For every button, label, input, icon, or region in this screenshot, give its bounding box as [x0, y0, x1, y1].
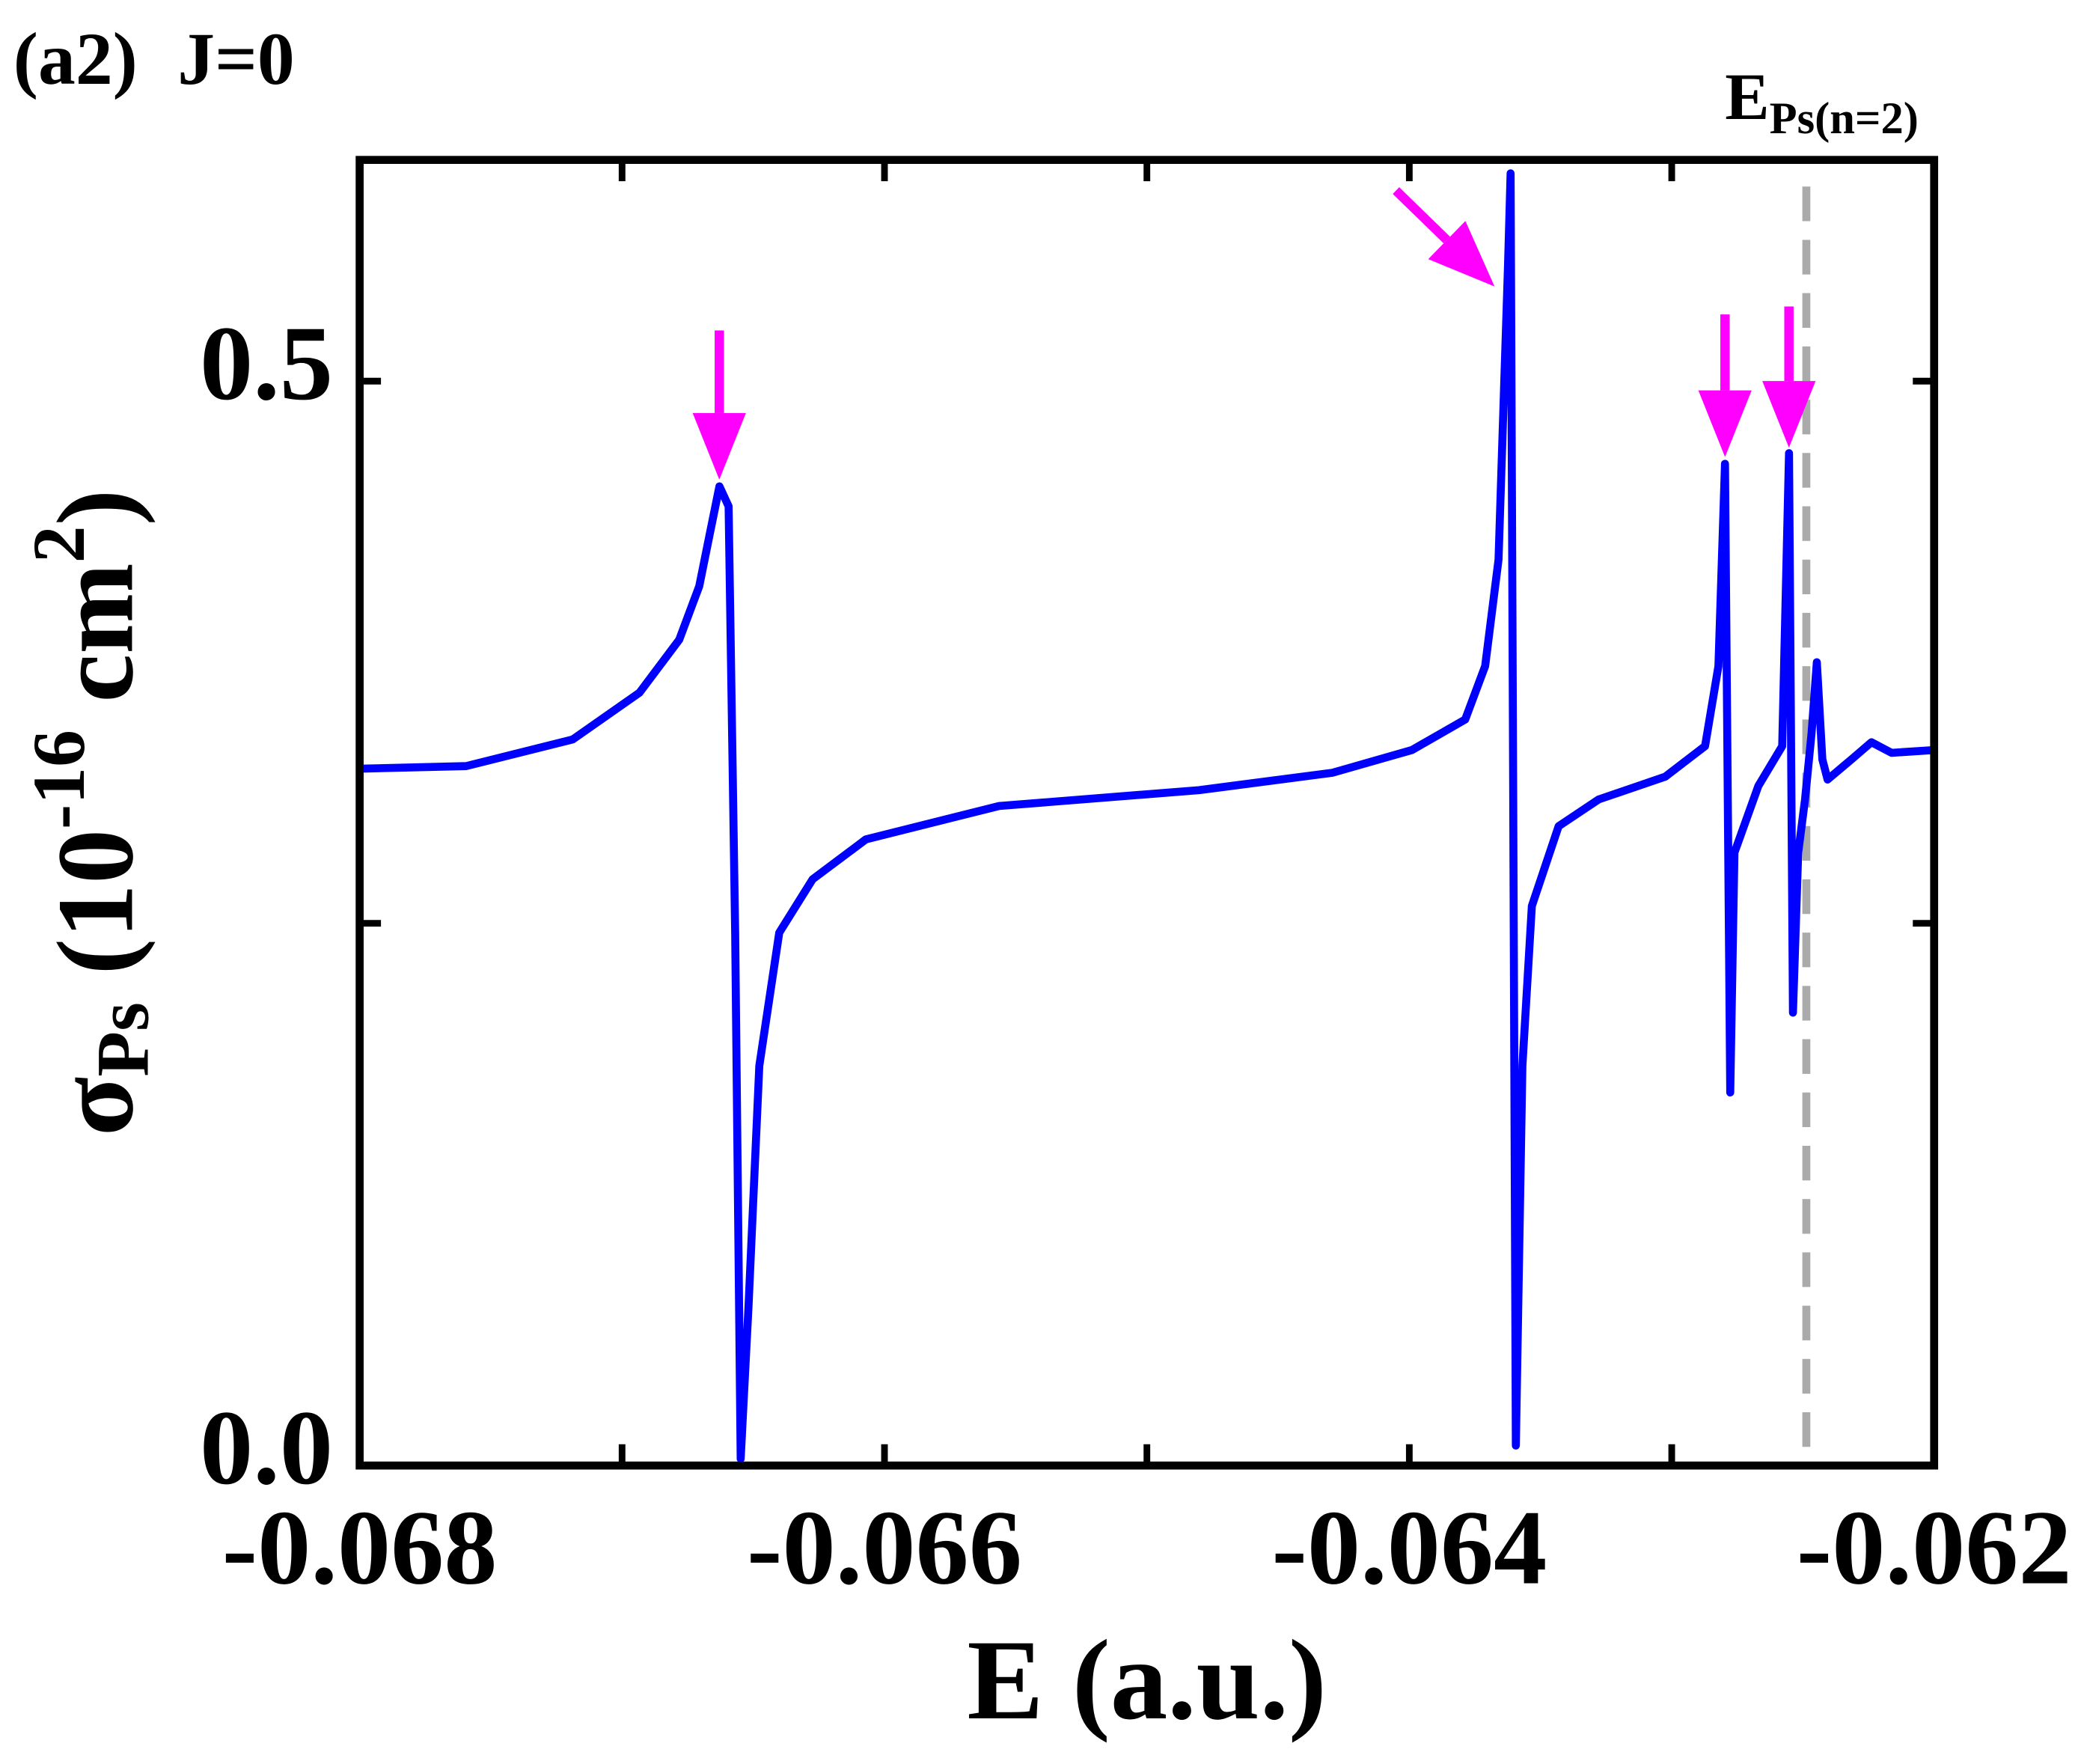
- arrow-head: [1428, 221, 1495, 287]
- arrow-head: [1698, 390, 1752, 457]
- y-tick-label: 0.0: [200, 1388, 333, 1507]
- panel-condition: J=0: [177, 17, 294, 100]
- y-label-symbol: σ: [34, 1077, 156, 1136]
- y-label-unit2: cm: [34, 563, 156, 730]
- arrow-shaft: [1393, 187, 1450, 244]
- plot-frame: [355, 156, 1939, 1470]
- y-label-sub: Ps: [81, 1002, 164, 1077]
- y-label-exp2: 2: [17, 525, 100, 563]
- data-line: [359, 169, 1935, 1463]
- reference-label-main: E: [1725, 61, 1769, 134]
- arrow-head: [1762, 381, 1816, 448]
- arrow-head: [692, 412, 746, 480]
- reference-label: EPs(n=2): [1725, 61, 1919, 143]
- y-label-unit: (10: [34, 829, 156, 1002]
- y-axis-label: σPs (10-16 cm2): [17, 489, 164, 1136]
- x-tick-label: -0.066: [747, 1488, 1022, 1606]
- y-label-exp: -16: [17, 730, 100, 829]
- x-tick-label: -0.064: [1271, 1488, 1547, 1606]
- reference-label-sub: Ps(n=2): [1770, 94, 1919, 144]
- x-tick-label: -0.062: [1797, 1488, 2072, 1606]
- y-label-close: ): [34, 489, 156, 526]
- y-tick-label: 0.5: [200, 304, 333, 422]
- panel-tag: (a2): [13, 17, 138, 100]
- panel-label: (a2) J=0: [13, 17, 295, 100]
- x-axis-label: E (a.u.): [967, 1617, 1327, 1744]
- x-tick-label: -0.068: [222, 1488, 498, 1606]
